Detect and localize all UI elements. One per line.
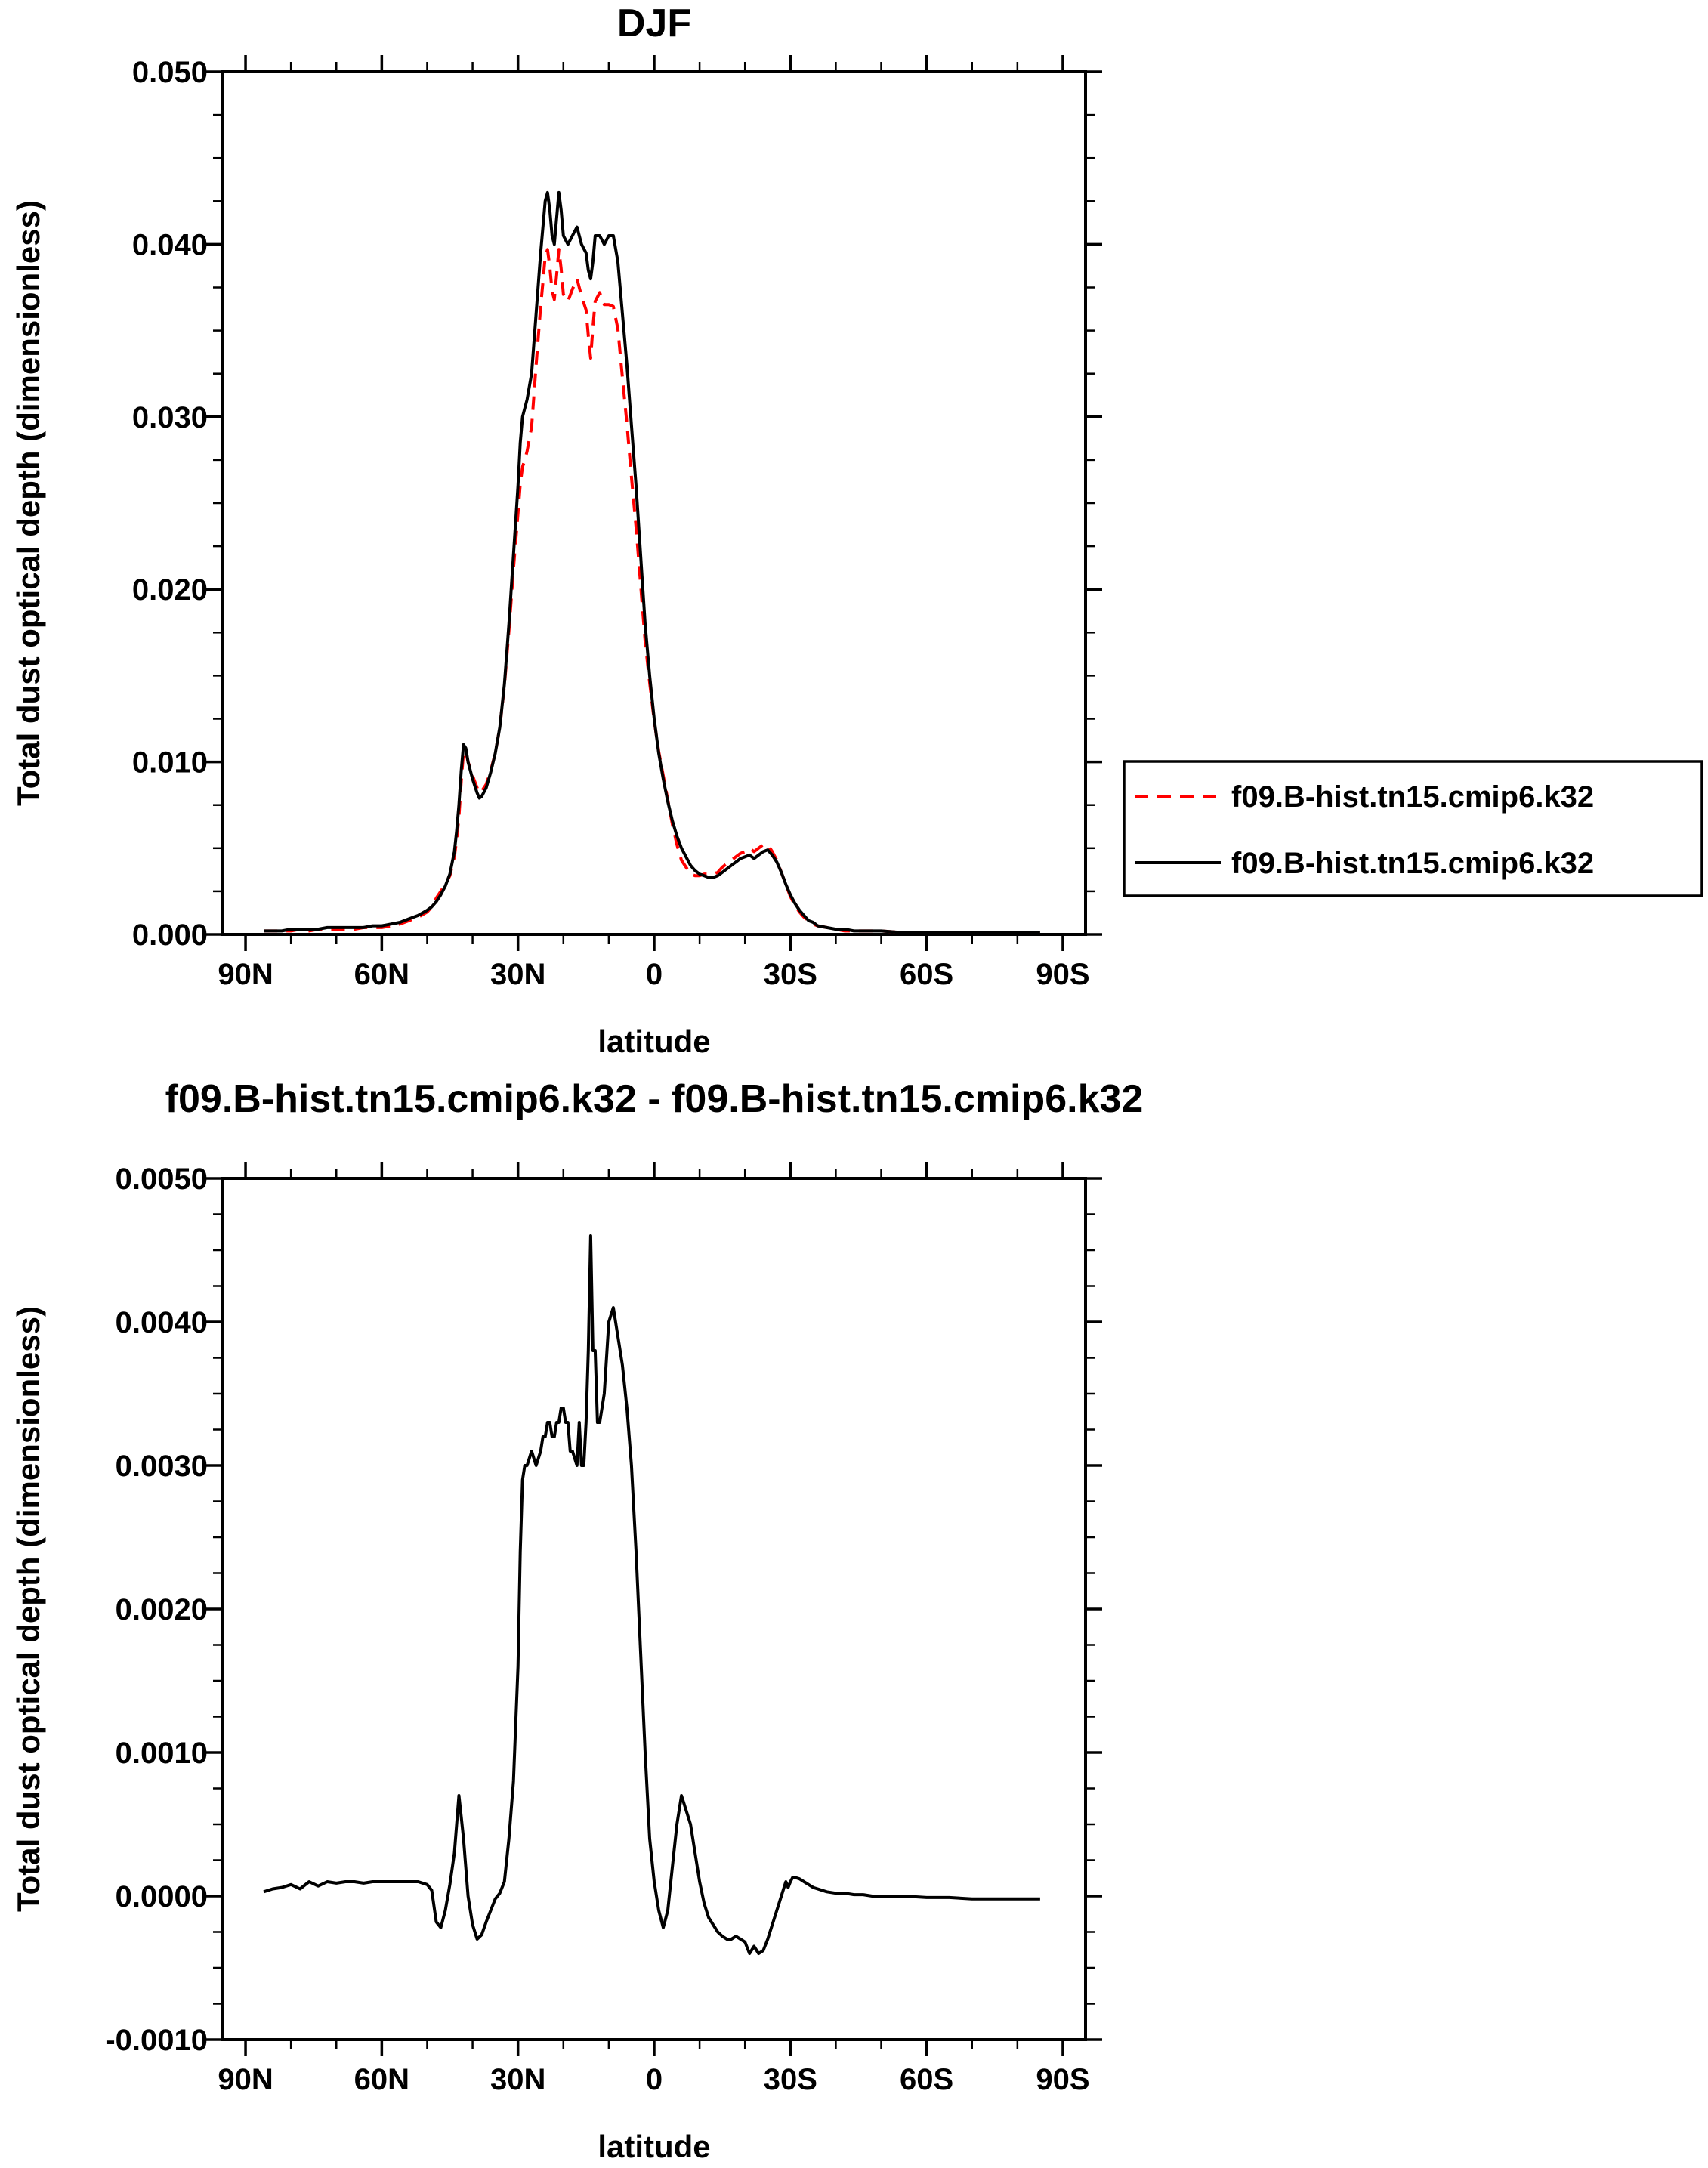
chart-djf: DJF 90N 60N 30N 0 30S 60S 90S 0.000 0.010 0.020 0.0… bbox=[11, 2, 1703, 1059]
y-tick-label: 0.010 bbox=[132, 746, 208, 780]
legend-label: f09.B-hist.tn15.cmip6.k32 bbox=[1231, 780, 1594, 814]
series-line-2 bbox=[264, 190, 1040, 934]
chart-title: f09.B-hist.tn15.cmip6.k32 - f09.B-hist.t… bbox=[165, 1077, 1144, 1121]
x-tick-label: 90S bbox=[1036, 2063, 1089, 2096]
plot-frame bbox=[221, 70, 1087, 936]
x-tick-label: 90N bbox=[218, 2063, 273, 2096]
x-tick-label: 90N bbox=[218, 958, 273, 991]
x-tick-label: 30N bbox=[490, 958, 545, 991]
y-tick-label: 0.0040 bbox=[116, 1306, 208, 1339]
chart-title: DJF bbox=[617, 2, 691, 45]
x-tick-label: 90S bbox=[1036, 958, 1089, 991]
y-tick-label: 0.0010 bbox=[116, 1737, 208, 1770]
y-tick-label: 0.020 bbox=[132, 573, 208, 607]
series-line-1 bbox=[264, 248, 1040, 934]
y-tick-label: 0.0050 bbox=[116, 1163, 208, 1196]
y-tick-label: 0.000 bbox=[132, 919, 208, 952]
y-tick-label: -0.0010 bbox=[105, 2024, 208, 2057]
chart-difference: f09.B-hist.tn15.cmip6.k32 - f09.B-hist.t… bbox=[11, 1077, 1144, 2164]
plot-frame bbox=[221, 1177, 1087, 2041]
y-tick-label: 0.030 bbox=[132, 401, 208, 434]
y-tick-label: 0.040 bbox=[132, 228, 208, 261]
x-tick-label: 60S bbox=[900, 2063, 953, 2096]
x-axis-title: latitude bbox=[598, 1024, 710, 1059]
legend-label: f09.B-hist.tn15.cmip6.k32 bbox=[1231, 847, 1594, 880]
series-line-1 bbox=[263, 1234, 1040, 1955]
y-tick-label: 0.0020 bbox=[116, 1593, 208, 1626]
y-tick-label: 0.0000 bbox=[116, 1880, 208, 1913]
x-tick-label: 30S bbox=[764, 2063, 817, 2096]
x-tick-label: 60N bbox=[354, 958, 409, 991]
x-tick-label: 60S bbox=[900, 958, 953, 991]
y-axis-title: Total dust optical depth (dimensionless) bbox=[11, 1306, 46, 1912]
legend-box bbox=[1123, 760, 1703, 897]
x-tick-label: 60N bbox=[354, 2063, 409, 2096]
x-axis-title: latitude bbox=[598, 2129, 710, 2164]
x-tick-label: 30N bbox=[490, 2063, 545, 2096]
y-tick-label: 0.0030 bbox=[116, 1450, 208, 1483]
y-axis-title: Total dust optical depth (dimensionless) bbox=[11, 200, 46, 806]
x-tick-label: 0 bbox=[646, 2063, 663, 2096]
y-tick-label: 0.050 bbox=[132, 56, 208, 89]
x-tick-label: 0 bbox=[646, 958, 663, 991]
x-tick-label: 30S bbox=[764, 958, 817, 991]
